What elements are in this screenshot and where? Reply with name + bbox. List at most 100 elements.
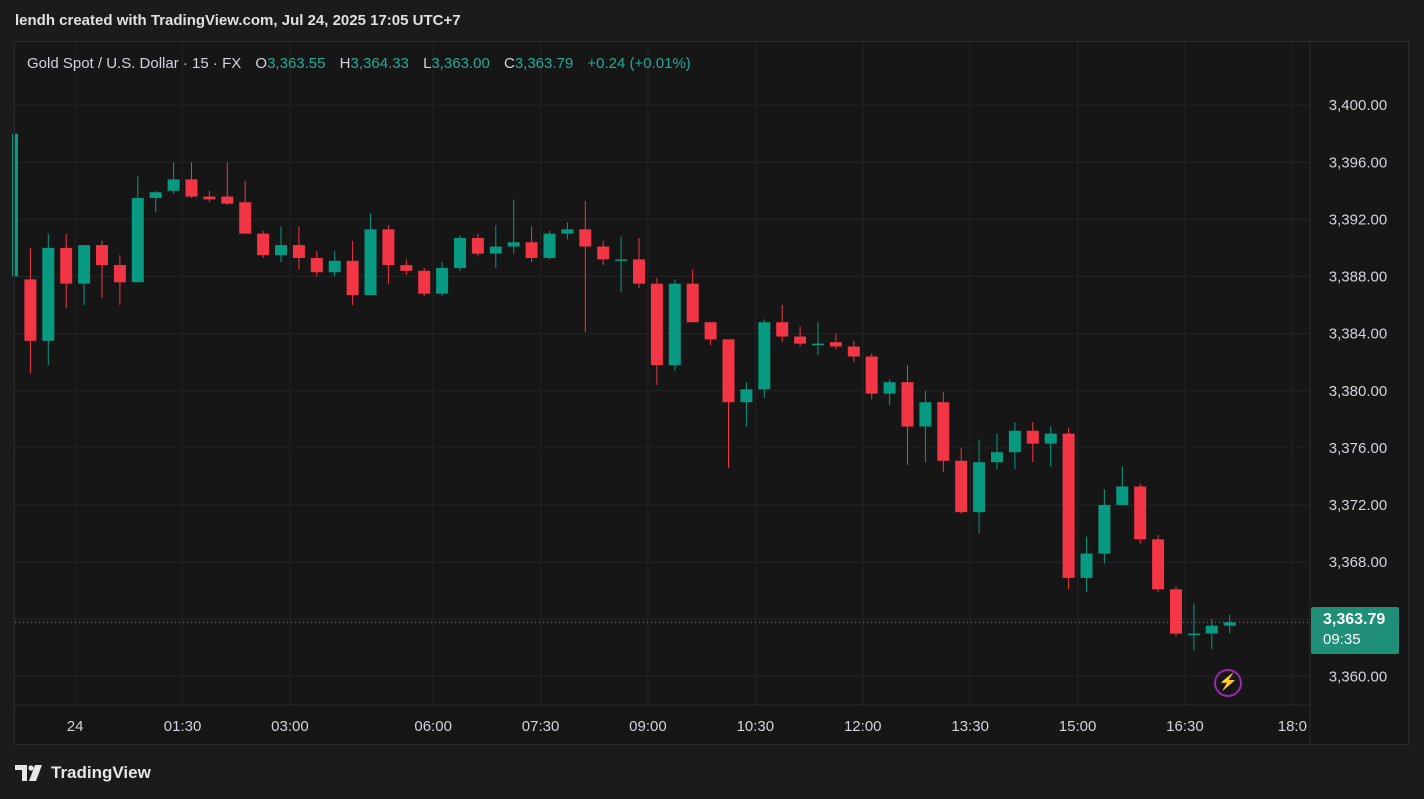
candle-body xyxy=(847,346,860,357)
candle-body xyxy=(96,245,108,266)
candle-up xyxy=(740,382,753,427)
candle-body xyxy=(418,270,431,294)
candle-body xyxy=(1062,433,1075,578)
candle-down xyxy=(310,250,323,277)
candle-down xyxy=(418,267,431,297)
candle-body xyxy=(1026,430,1039,444)
candle-body xyxy=(937,402,950,461)
candle-up xyxy=(1116,466,1129,506)
candle-down xyxy=(525,226,538,263)
candle-down xyxy=(400,259,413,276)
candle-body xyxy=(60,247,73,284)
candle-body xyxy=(364,229,377,296)
candle-body xyxy=(471,237,484,254)
candle-body xyxy=(454,237,466,268)
high-label: H xyxy=(339,55,351,72)
candle-up xyxy=(78,245,91,306)
candle-down xyxy=(1026,422,1039,463)
candle-body xyxy=(668,283,681,366)
candle-body xyxy=(597,246,610,260)
candle-up xyxy=(1008,422,1021,470)
candle-up xyxy=(364,213,377,296)
candle-up xyxy=(668,279,681,371)
candle-body xyxy=(525,242,538,258)
candle-up xyxy=(328,250,341,277)
candle-body xyxy=(24,279,37,341)
low-value: 3,363.00 xyxy=(431,55,490,72)
candle-up xyxy=(973,439,986,534)
candle-down xyxy=(633,237,645,288)
candle-down xyxy=(346,240,359,306)
candle-body xyxy=(561,229,574,234)
lightning-icon[interactable]: ⚡ xyxy=(1214,669,1242,697)
candle-up xyxy=(758,319,771,398)
candle-up xyxy=(507,199,520,254)
candle-down xyxy=(865,353,878,400)
candle-up xyxy=(489,225,502,268)
candle-body xyxy=(346,260,359,296)
candle-body xyxy=(221,196,234,204)
price-tick-label: 3,384.00 xyxy=(1329,326,1387,343)
time-tick-label: 18:0 xyxy=(1278,718,1307,735)
candle-body xyxy=(1098,505,1111,554)
price-tick-label: 3,372.00 xyxy=(1329,497,1387,514)
candle-down xyxy=(776,305,789,343)
candle-body xyxy=(615,259,628,261)
candle-body xyxy=(292,245,305,258)
candle-body xyxy=(865,356,878,394)
candle-down xyxy=(704,322,717,346)
price-axis: 3,360.003,364.003,368.003,372.003,376.00… xyxy=(1329,97,1387,685)
candle-body xyxy=(328,260,341,273)
candle-body xyxy=(1152,539,1165,590)
price-tick-label: 3,376.00 xyxy=(1329,440,1387,457)
candle-down xyxy=(382,225,395,284)
candle-body xyxy=(579,229,592,247)
candle-up xyxy=(615,236,628,293)
candle-body xyxy=(991,452,1003,463)
candle-up xyxy=(42,233,55,366)
candle-down xyxy=(847,340,860,363)
time-tick-label: 10:30 xyxy=(737,718,775,735)
time-tick-label: 24 xyxy=(67,718,84,735)
time-tick-label: 03:00 xyxy=(271,718,309,735)
candle-body xyxy=(883,382,896,394)
candle-body xyxy=(131,197,144,283)
price-tick-label: 3,400.00 xyxy=(1329,97,1387,114)
candle-body xyxy=(78,245,91,284)
chart-caption: lendh created with TradingView.com, Jul … xyxy=(15,12,461,29)
candle-down xyxy=(1170,586,1182,637)
candle-body xyxy=(812,343,824,346)
candle-body xyxy=(919,402,932,427)
candle-body xyxy=(1223,622,1236,626)
candle-down xyxy=(221,162,234,206)
symbol-legend[interactable]: Gold Spot / U.S. Dollar · 15 · FX O3,363… xyxy=(27,55,691,72)
last-price-tag: 3,363.79 09:35 xyxy=(1311,607,1399,654)
candle-body xyxy=(1008,430,1021,453)
candle-body xyxy=(257,233,270,256)
candle-up xyxy=(1044,426,1057,467)
candle-up xyxy=(883,379,896,406)
time-axis: 24 01:30 03:00 06:00 07:30 09:00 10:30 12:00 13:… xyxy=(67,718,1307,735)
candle-body xyxy=(1134,486,1147,540)
candle-down xyxy=(794,326,807,347)
candle-down xyxy=(937,392,950,473)
candle-up xyxy=(131,176,144,283)
candle-down xyxy=(1134,483,1147,544)
candle-body xyxy=(42,247,55,341)
candle-body xyxy=(15,133,18,277)
candle-down xyxy=(579,200,592,333)
candle-body xyxy=(239,202,252,234)
close-label: C xyxy=(503,55,515,72)
candle-body xyxy=(436,267,449,294)
candle-up xyxy=(561,222,574,240)
time-tick-label: 01:30 xyxy=(164,718,202,735)
candle-body xyxy=(310,257,323,273)
candle-down xyxy=(203,190,216,203)
tradingview-logo[interactable]: TradingView xyxy=(15,763,151,783)
candle-up xyxy=(812,322,824,356)
last-price-value: 3,363.79 xyxy=(1323,611,1386,628)
brand-name: TradingView xyxy=(51,763,151,782)
bar-countdown: 09:35 xyxy=(1323,631,1361,648)
low-label: L xyxy=(423,55,432,72)
